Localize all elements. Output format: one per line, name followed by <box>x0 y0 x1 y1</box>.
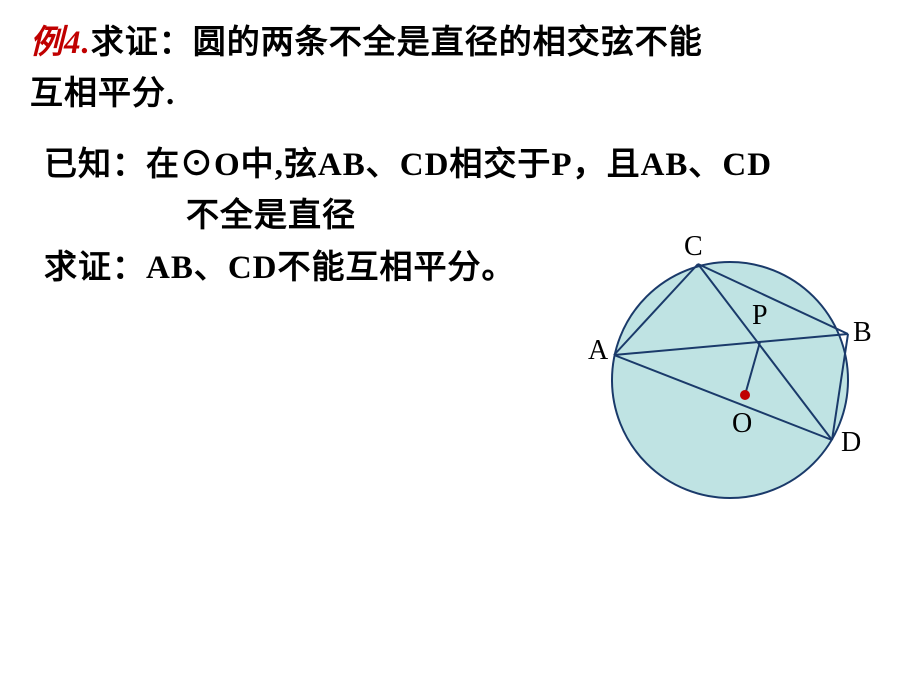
given-prefix: 已知： <box>44 147 146 183</box>
diagram-svg <box>580 225 880 525</box>
point-label-B: B <box>853 317 872 349</box>
given-text-1: 在⊙O中,弦AB、CD相交于P，且AB、CD <box>146 147 772 183</box>
point-label-A: A <box>588 335 608 367</box>
point-label-P: P <box>752 300 768 332</box>
prove-prefix: 求证： <box>44 250 146 286</box>
point-label-O: O <box>732 408 752 440</box>
example-label: 例4. <box>30 25 91 61</box>
circle-diagram: A B C D O P <box>580 225 880 525</box>
circle-shape <box>612 262 848 498</box>
title-line-2: 互相平分. <box>30 69 890 120</box>
point-label-D: D <box>841 427 861 459</box>
title-line-1: 例4.求证：圆的两条不全是直径的相交弦不能 <box>30 18 890 69</box>
prove-text: AB、CD不能互相平分。 <box>146 250 516 286</box>
center-dot <box>740 390 750 400</box>
title-text-1: 求证：圆的两条不全是直径的相交弦不能 <box>91 25 703 61</box>
point-label-C: C <box>684 231 703 263</box>
given-line-1: 已知：在⊙O中,弦AB、CD相交于P，且AB、CD <box>44 140 890 191</box>
